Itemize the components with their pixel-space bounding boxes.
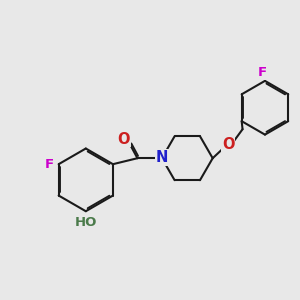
Text: F: F: [258, 66, 267, 79]
Text: HO: HO: [75, 216, 97, 229]
Text: N: N: [156, 150, 168, 165]
Text: O: O: [222, 137, 235, 152]
Text: O: O: [118, 132, 130, 147]
Text: F: F: [44, 158, 54, 171]
